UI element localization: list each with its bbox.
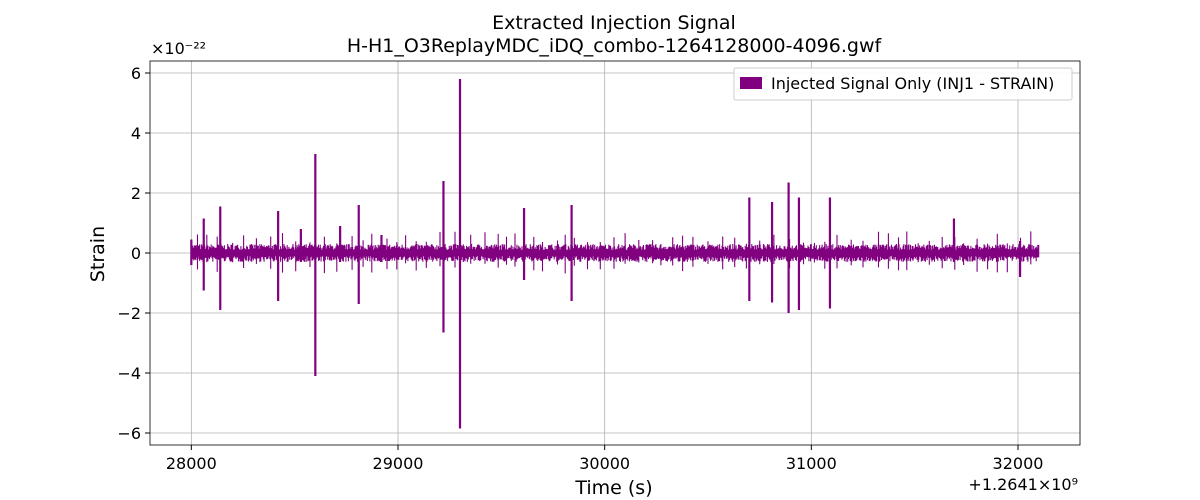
y-multiplier-label: ×10⁻²²: [151, 39, 206, 58]
x-offset-label: +1.2641×10⁹: [968, 475, 1078, 494]
x-axis-label: Time (s): [574, 477, 652, 499]
legend-label: Injected Signal Only (INJ1 - STRAIN): [771, 74, 1054, 93]
y-tick-label: −6: [117, 424, 141, 443]
x-tick-label: 32000: [993, 454, 1044, 473]
chart-subtitle: H-H1_O3ReplayMDC_iDQ_combo-1264128000-40…: [347, 35, 883, 57]
x-tick-label: 28000: [166, 454, 217, 473]
y-tick-label: −4: [117, 364, 141, 383]
y-tick-label: −2: [117, 304, 141, 323]
x-tick-label: 29000: [373, 454, 424, 473]
legend-swatch: [740, 77, 762, 89]
y-tick-label: 0: [131, 244, 141, 263]
signal-core-band: [191, 250, 1039, 256]
plot-area: [190, 79, 1040, 429]
axis-ticks: 28000 29000 30000 31000 32000 −6 −4 −2 0 2 4 6: [117, 64, 1043, 473]
y-tick-label: 2: [131, 184, 141, 203]
y-axis-label: Strain: [87, 226, 109, 282]
x-tick-label: 30000: [579, 454, 630, 473]
x-tick-label: 31000: [786, 454, 837, 473]
chart-title: Extracted Injection Signal: [492, 12, 736, 34]
y-tick-label: 4: [131, 124, 141, 143]
legend-box: [733, 67, 1073, 101]
y-tick-label: 6: [131, 64, 141, 83]
legend: Injected Signal Only (INJ1 - STRAIN): [733, 67, 1073, 101]
